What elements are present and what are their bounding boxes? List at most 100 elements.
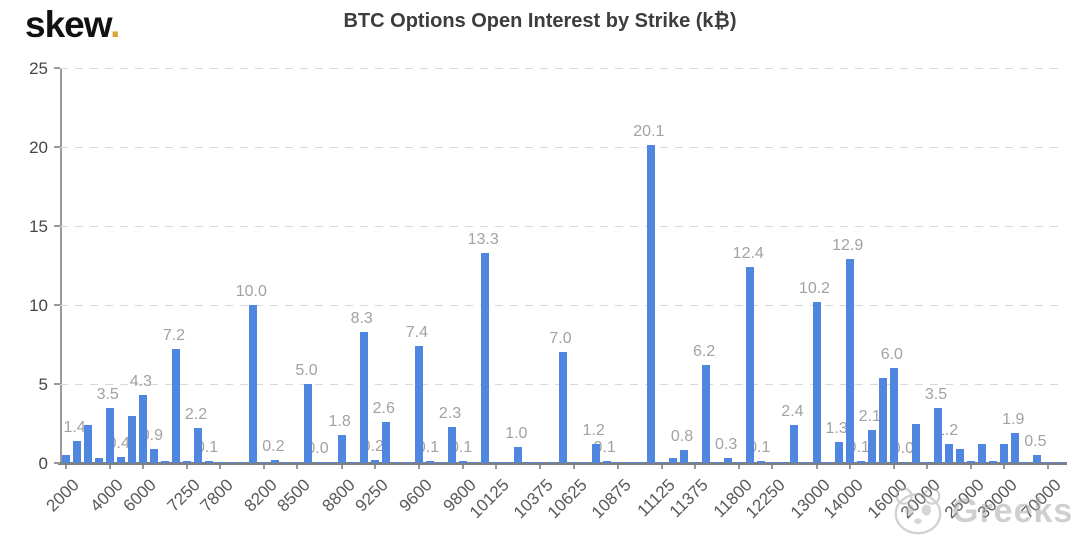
bar[interactable] <box>889 368 898 463</box>
bar[interactable] <box>790 425 799 463</box>
x-tick-mark <box>970 465 973 469</box>
bar[interactable] <box>337 434 346 463</box>
bar[interactable] <box>547 462 556 463</box>
bar[interactable] <box>602 461 611 463</box>
bar[interactable] <box>425 461 434 463</box>
bar[interactable] <box>735 462 744 463</box>
bar[interactable] <box>978 444 987 463</box>
bar[interactable] <box>911 423 920 463</box>
bar[interactable] <box>691 462 700 463</box>
bar[interactable] <box>1055 462 1064 463</box>
bar[interactable] <box>194 428 203 463</box>
bar[interactable] <box>304 384 313 463</box>
bar[interactable] <box>635 462 644 463</box>
bar[interactable] <box>856 461 865 463</box>
bar[interactable] <box>149 448 158 463</box>
bar[interactable] <box>679 450 688 463</box>
bar[interactable] <box>492 462 501 463</box>
bar[interactable] <box>812 301 821 463</box>
bar[interactable] <box>591 444 600 463</box>
bar[interactable] <box>183 461 191 463</box>
bar[interactable] <box>1022 462 1031 463</box>
bar[interactable] <box>536 462 545 463</box>
bar[interactable] <box>989 461 998 463</box>
bar-value-label: 10.2 <box>798 279 831 297</box>
bar[interactable] <box>481 252 490 463</box>
bar[interactable] <box>922 462 931 463</box>
bar[interactable] <box>779 462 788 463</box>
bar[interactable] <box>945 444 954 463</box>
bar[interactable] <box>702 365 711 463</box>
bar[interactable] <box>801 462 810 463</box>
bar[interactable] <box>392 462 401 463</box>
y-tick-label: 10 <box>29 296 48 315</box>
bar[interactable] <box>414 346 423 463</box>
x-tick-label: 4000 <box>86 475 127 516</box>
bar[interactable] <box>205 461 214 463</box>
bar[interactable] <box>956 448 965 463</box>
bar[interactable] <box>768 462 777 463</box>
bar[interactable] <box>657 462 666 463</box>
x-tick-mark <box>373 465 376 469</box>
bar[interactable] <box>116 456 125 463</box>
bar[interactable] <box>967 461 976 463</box>
bar[interactable] <box>160 460 169 463</box>
bar[interactable] <box>1044 462 1053 463</box>
bar[interactable] <box>823 462 832 463</box>
bar[interactable] <box>470 462 479 463</box>
bar[interactable] <box>900 462 909 463</box>
bar[interactable] <box>1011 432 1020 463</box>
bar[interactable] <box>1000 444 1009 463</box>
bar[interactable] <box>646 145 655 463</box>
bar[interactable] <box>83 425 92 463</box>
x-tick-label: 9600 <box>395 475 436 516</box>
bar[interactable] <box>127 415 136 463</box>
skew-logo-text: skew <box>25 4 111 45</box>
bar[interactable] <box>138 395 147 463</box>
bar[interactable] <box>348 462 357 463</box>
bar[interactable] <box>558 352 567 463</box>
bar[interactable] <box>514 447 523 463</box>
bar[interactable] <box>668 458 677 463</box>
bar[interactable] <box>171 349 180 463</box>
bar[interactable] <box>933 407 942 463</box>
bar[interactable] <box>282 462 291 463</box>
bar[interactable] <box>437 462 446 463</box>
bar[interactable] <box>1033 455 1042 463</box>
bar[interactable] <box>624 462 633 463</box>
bar[interactable] <box>94 458 103 463</box>
bar[interactable] <box>249 305 258 463</box>
bar[interactable] <box>227 462 236 463</box>
bar[interactable] <box>867 429 876 463</box>
bar[interactable] <box>238 462 247 463</box>
bar[interactable] <box>834 442 843 463</box>
bar[interactable] <box>724 458 733 463</box>
bar[interactable] <box>878 377 887 463</box>
bar[interactable] <box>260 462 269 463</box>
bar[interactable] <box>845 259 854 463</box>
bar[interactable] <box>326 462 335 463</box>
bar[interactable] <box>381 421 390 463</box>
bar[interactable] <box>315 462 324 463</box>
bar[interactable] <box>613 462 622 463</box>
bar[interactable] <box>370 459 379 463</box>
x-tick-label: 7800 <box>196 475 237 516</box>
bar[interactable] <box>271 459 280 463</box>
y-tick-mark <box>54 67 60 69</box>
bar[interactable] <box>525 462 534 463</box>
bar[interactable] <box>757 461 766 463</box>
bar[interactable] <box>569 462 578 463</box>
bar[interactable] <box>61 455 70 463</box>
bar[interactable] <box>448 426 457 463</box>
bar[interactable] <box>746 267 755 463</box>
bar[interactable] <box>216 462 225 463</box>
bar[interactable] <box>580 462 589 463</box>
bar[interactable] <box>72 440 81 463</box>
bar[interactable] <box>293 462 302 463</box>
bar[interactable] <box>459 461 468 463</box>
bar[interactable] <box>713 462 722 463</box>
bar[interactable] <box>105 407 114 463</box>
bar[interactable] <box>403 462 412 463</box>
bar[interactable] <box>503 462 512 463</box>
bar[interactable] <box>359 331 368 463</box>
